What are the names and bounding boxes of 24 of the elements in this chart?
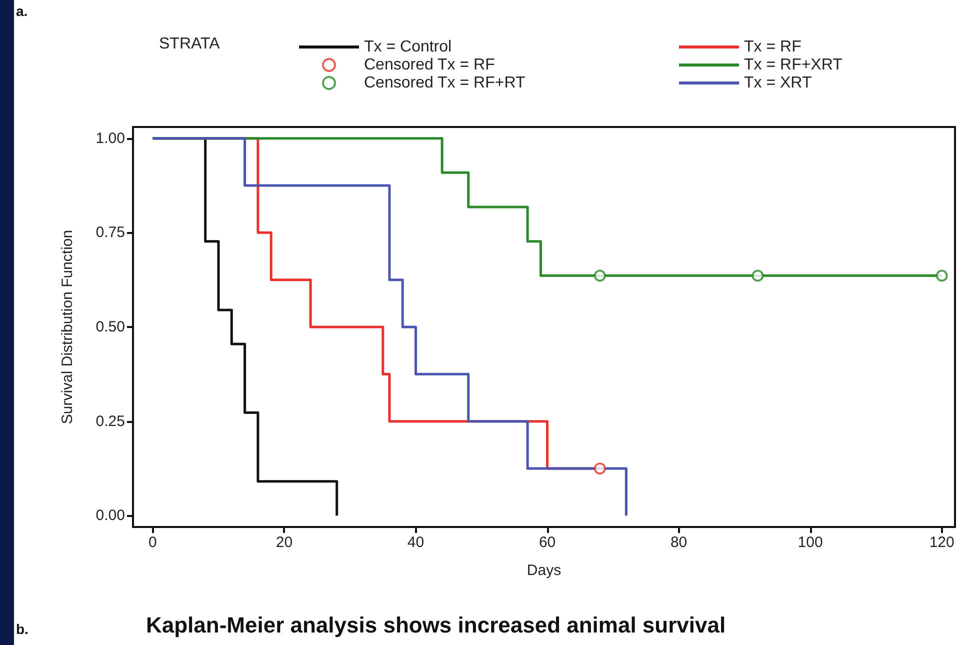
legend-label: Tx = RF+XRT (744, 56, 843, 74)
text: b. (16, 621, 28, 637)
legend-label: Tx = RF (744, 38, 802, 56)
x-axis-title: Days (526, 562, 562, 579)
x-tick-label: 120 (929, 534, 954, 551)
x-tick-label: 100 (798, 534, 823, 551)
x-tick-label: 80 (670, 534, 688, 551)
x-tick-label: 60 (538, 534, 556, 551)
x-tick-label: 40 (407, 534, 424, 551)
legend-label: Censored Tx = RF (364, 56, 496, 74)
y-tick-label: 0.00 (96, 507, 125, 524)
legend-label: Tx = Control (364, 38, 452, 56)
legend-label: Censored Tx = RF+RT (364, 74, 526, 92)
text: a. (16, 3, 28, 19)
x-tick-label: 0 (148, 534, 157, 551)
legend-label: Tx = XRT (744, 74, 812, 92)
text: Kaplan-Meier analysis shows increased animal survival (146, 612, 726, 638)
y-tick-label: 0.75 (96, 224, 125, 242)
legend-title: STRATA (159, 36, 220, 52)
y-tick-label: 0.25 (96, 412, 125, 430)
y-axis-title: Survival Distribution Function (59, 230, 76, 424)
y-tick-label: 0.50 (96, 318, 125, 336)
x-tick-label: 20 (276, 534, 293, 551)
y-tick-label: 1.00 (96, 130, 125, 147)
